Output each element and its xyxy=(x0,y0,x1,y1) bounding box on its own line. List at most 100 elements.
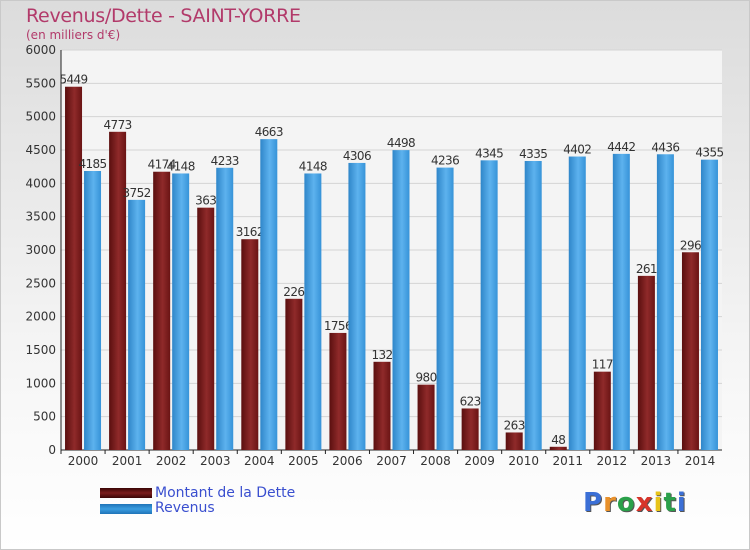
logo-letter: o xyxy=(616,488,636,518)
x-tick-label: 2010 xyxy=(508,454,539,468)
bar-revenue xyxy=(524,161,542,450)
logo-letter: x xyxy=(635,488,654,518)
data-label-debt: 5449 xyxy=(59,73,87,87)
logo-letter: t xyxy=(663,488,677,518)
data-label-revenue: 4148 xyxy=(299,159,327,173)
bar-debt xyxy=(373,361,391,450)
data-label-revenue: 3752 xyxy=(123,186,151,200)
x-tick-label: 2007 xyxy=(376,454,407,468)
bar-revenue xyxy=(392,150,410,450)
bar-debt xyxy=(153,171,171,450)
y-tick-label: 500 xyxy=(33,410,56,424)
data-label-debt: 296 xyxy=(680,238,701,252)
y-tick-label: 4000 xyxy=(25,176,56,190)
data-label-revenue: 4345 xyxy=(475,146,503,160)
y-tick-label: 4500 xyxy=(25,143,56,157)
data-label-revenue: 4236 xyxy=(431,154,459,168)
data-label-debt: 117 xyxy=(592,358,613,372)
bar-debt xyxy=(197,207,215,450)
legend-label-debt: Montant de la Dette xyxy=(155,485,296,501)
x-tick-label: 2008 xyxy=(420,454,451,468)
proxiti-logo: Proxiti xyxy=(583,488,687,518)
bar-revenue xyxy=(568,156,586,451)
data-label-revenue: 4402 xyxy=(563,143,591,157)
bar-debt xyxy=(285,298,303,450)
bar-revenue xyxy=(304,173,322,450)
data-label-revenue: 4148 xyxy=(167,159,195,173)
chart-subtitle: (en milliers d'€) xyxy=(26,28,121,42)
x-tick-label: 2014 xyxy=(685,454,716,468)
data-label-debt: 261 xyxy=(636,262,657,276)
data-label-revenue: 4185 xyxy=(78,157,106,171)
bar-revenue xyxy=(128,199,146,450)
y-tick-label: 0 xyxy=(48,443,56,457)
y-tick-label: 3500 xyxy=(25,210,56,224)
bar-debt xyxy=(241,239,259,450)
data-label-revenue: 4436 xyxy=(651,140,679,154)
bar-revenue xyxy=(260,139,278,450)
logo-letter: P xyxy=(583,488,604,518)
y-tick-label: 5500 xyxy=(25,76,56,90)
bar-revenue xyxy=(172,173,190,450)
bar-debt xyxy=(109,131,127,451)
bar-debt xyxy=(461,408,479,450)
x-tick-label: 2012 xyxy=(597,454,628,468)
chart-title: Revenus/Dette - SAINT-YORRE xyxy=(26,5,301,27)
bar-revenue xyxy=(84,171,102,450)
legend-label-revenue: Revenus xyxy=(155,500,215,516)
data-label-debt: 48 xyxy=(551,433,565,447)
bar-revenue xyxy=(216,167,234,451)
bar-debt xyxy=(681,252,699,450)
bar-revenue xyxy=(436,167,454,450)
bar-revenue xyxy=(656,154,674,450)
data-label-revenue: 4306 xyxy=(343,149,371,163)
data-label-debt: 263 xyxy=(504,418,525,432)
data-label-revenue: 4442 xyxy=(607,140,635,154)
data-label-debt: 4773 xyxy=(104,118,132,132)
bar-debt xyxy=(329,332,347,450)
x-tick-label: 2006 xyxy=(332,454,363,468)
x-tick-label: 2000 xyxy=(68,454,99,468)
x-tick-label: 2005 xyxy=(288,454,319,468)
y-tick-label: 1000 xyxy=(25,376,56,390)
x-tick-label: 2002 xyxy=(156,454,187,468)
data-label-debt: 1756 xyxy=(324,319,352,333)
bar-debt xyxy=(637,275,655,450)
data-label-revenue: 4233 xyxy=(211,154,239,168)
logo-letter: i xyxy=(676,488,687,518)
y-tick-label: 2500 xyxy=(25,276,56,290)
y-tick-label: 3000 xyxy=(25,243,56,257)
bar-debt xyxy=(65,86,83,450)
x-tick-label: 2013 xyxy=(641,454,672,468)
data-label-debt: 363 xyxy=(195,194,216,208)
bar-debt xyxy=(593,371,611,450)
x-tick-label: 2004 xyxy=(244,454,275,468)
bar-revenue xyxy=(348,162,366,450)
x-tick-label: 2003 xyxy=(200,454,231,468)
data-label-revenue: 4335 xyxy=(519,147,547,161)
x-tick-label: 2009 xyxy=(464,454,495,468)
bar-revenue xyxy=(700,159,718,450)
data-label-revenue: 4355 xyxy=(695,146,723,160)
y-tick-label: 5000 xyxy=(25,110,56,124)
data-label-revenue: 4663 xyxy=(255,125,283,139)
y-tick-label: 2000 xyxy=(25,310,56,324)
logo-letter: i xyxy=(653,488,664,518)
bar-debt xyxy=(549,446,567,450)
data-label-debt: 623 xyxy=(460,394,481,408)
logo-letter: r xyxy=(603,488,617,518)
data-label-debt: 226 xyxy=(283,285,304,299)
data-label-debt: 3162 xyxy=(236,225,264,239)
y-tick-label: 1500 xyxy=(25,343,56,357)
bar-debt xyxy=(505,432,523,450)
legend-swatch-debt xyxy=(100,488,152,498)
bar-debt xyxy=(417,384,435,450)
data-label-debt: 980 xyxy=(416,371,437,385)
y-tick-label: 6000 xyxy=(25,43,56,57)
x-tick-label: 2001 xyxy=(112,454,143,468)
bar-revenue xyxy=(612,153,630,450)
data-label-revenue: 4498 xyxy=(387,136,415,150)
bar-revenue xyxy=(480,160,498,451)
legend-swatch-revenue xyxy=(100,504,152,514)
